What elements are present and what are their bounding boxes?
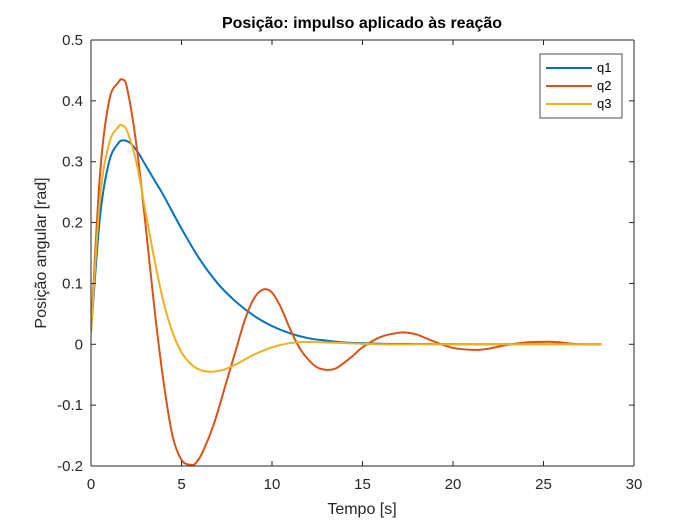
series-line-q3 xyxy=(91,123,602,373)
y-tick-label: 0.3 xyxy=(62,154,83,171)
x-tick-label: 5 xyxy=(177,476,185,493)
y-tick-label: 0.5 xyxy=(62,32,83,49)
y-tick-label: -0.2 xyxy=(57,458,83,475)
legend-label-q1: q1 xyxy=(597,60,611,75)
legend-label-q2: q2 xyxy=(597,78,611,93)
x-ticks: 0 5 10 15 20 25 30 xyxy=(87,40,643,493)
y-tick-label: 0 xyxy=(75,336,83,353)
x-axis-title: Tempo [s] xyxy=(327,501,396,518)
x-tick-label: 25 xyxy=(535,476,552,493)
x-tick-label: 0 xyxy=(87,476,95,493)
y-ticks: -0.2 -0.1 0 0.1 0.2 0.3 0.4 0.5 xyxy=(57,32,634,475)
y-tick-label: 0.1 xyxy=(62,275,83,292)
y-tick-label: 0.2 xyxy=(62,215,83,232)
x-tick-label: 20 xyxy=(445,476,462,493)
series-layer xyxy=(91,78,602,466)
series-line-q2 xyxy=(91,78,602,466)
chart-title: Posição: impulso aplicado às reação xyxy=(222,15,502,32)
y-tick-label: 0.4 xyxy=(62,93,83,110)
x-tick-label: 10 xyxy=(264,476,281,493)
y-axis-title: Posição angular [rad] xyxy=(33,177,50,328)
legend: q1 q2 q3 xyxy=(539,53,623,119)
y-tick-label: -0.1 xyxy=(57,397,83,414)
x-tick-label: 15 xyxy=(354,476,371,493)
legend-label-q3: q3 xyxy=(597,96,611,111)
x-tick-label: 30 xyxy=(626,476,643,493)
